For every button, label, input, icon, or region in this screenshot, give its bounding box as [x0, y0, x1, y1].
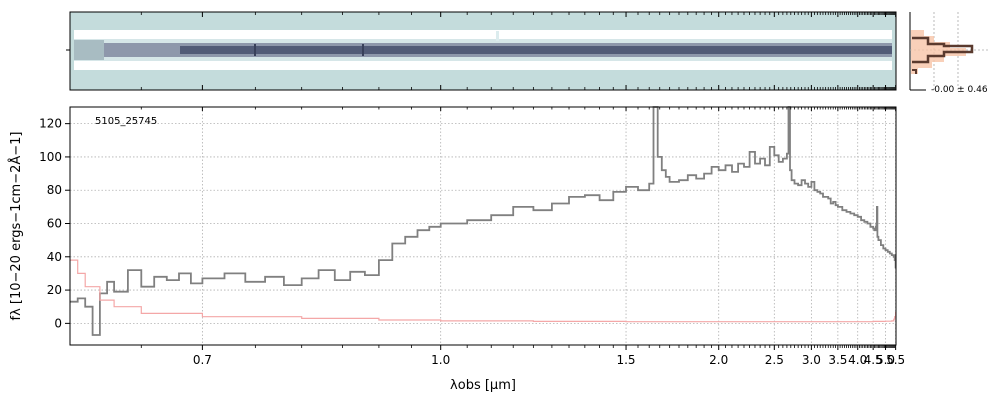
- x-tick-label: 4.0: [848, 353, 867, 367]
- object-label: 5105_25745: [95, 116, 157, 127]
- y-tick-label: 40: [47, 250, 62, 264]
- x-tick-label: 5.0: [876, 353, 895, 367]
- uncertainty-series-line: [70, 259, 897, 323]
- x-tick-label: 3.0: [802, 353, 821, 367]
- histogram-label: -0.00 ± 0.46: [931, 85, 988, 95]
- flux-series-line: [70, 106, 897, 336]
- x-tick-label: 5.5: [886, 353, 905, 367]
- x-tick-label: 1.0: [431, 353, 450, 367]
- x-tick-label: 1.5: [616, 353, 635, 367]
- y-tick-label: 120: [39, 117, 62, 131]
- x-tick-label: 0.7: [193, 353, 212, 367]
- spectrum-1d-panel: 0.7 1.0 1.5 2.0 2.5 3.0 3.5 4.04.55.05.5 0 20 40 6…: [8, 106, 905, 393]
- x-axis: 0.7 1.0 1.5 2.0 2.5 3.0 3.5 4.04.55.05.5: [140, 107, 905, 367]
- y-axis: 0 20 40 60 80 100 120: [39, 117, 70, 330]
- y-tick-label: 0: [54, 316, 62, 330]
- y-tick-label: 80: [47, 183, 62, 197]
- y-tick-label: 100: [39, 150, 62, 164]
- y-tick-label: 60: [47, 217, 62, 231]
- x-tick-label: 3.5: [828, 353, 847, 367]
- series-layer: [70, 106, 897, 336]
- x-tick-label: 2.0: [709, 353, 728, 367]
- x-tick-label: 4.5: [864, 353, 883, 367]
- y-tick-label: 20: [47, 283, 62, 297]
- y-axis-label: fλ [10−20 ergs−1cm−2Å−1]: [8, 132, 24, 321]
- x-tick-label: 2.5: [765, 353, 784, 367]
- x-axis-label: λobs [µm]: [450, 378, 516, 393]
- histogram-panel: -0.00 ± 0.46: [909, 12, 990, 95]
- spectrum-2d-panel: [66, 11, 897, 91]
